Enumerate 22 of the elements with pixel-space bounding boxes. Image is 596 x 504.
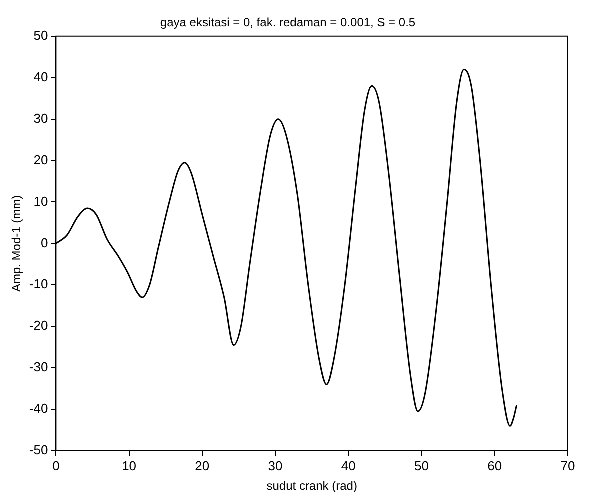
x-tick-label: 70: [560, 458, 576, 474]
x-tick-label: 0: [52, 458, 60, 474]
y-tick-label: 40: [34, 69, 48, 84]
y-tick-label: -20: [29, 318, 48, 334]
x-tick-label: 30: [268, 458, 283, 474]
y-tick-label: -30: [29, 360, 48, 375]
x-tick-label: 40: [341, 458, 356, 474]
x-tick-label: 10: [122, 458, 137, 474]
y-axis-title: Amp. Mod-1 (mm): [10, 195, 24, 292]
x-tick-label: 20: [195, 458, 210, 474]
chart-title: gaya eksitasi = 0, fak. redaman = 0.001, S = 0.5: [160, 16, 416, 30]
y-tick-label: 0: [40, 235, 48, 250]
y-tick-label: 50: [34, 28, 48, 43]
x-tick-label: 60: [488, 458, 502, 474]
y-tick-label: 20: [34, 152, 48, 168]
y-tick-label: -50: [29, 442, 48, 458]
x-axis-title: sudut crank (rad): [266, 479, 358, 494]
y-tick-label: -10: [29, 276, 48, 292]
x-tick-label: 50: [414, 458, 430, 474]
y-tick-label: 30: [34, 110, 48, 126]
y-tick-label: 10: [34, 194, 48, 209]
y-tick-label: -40: [29, 401, 48, 416]
